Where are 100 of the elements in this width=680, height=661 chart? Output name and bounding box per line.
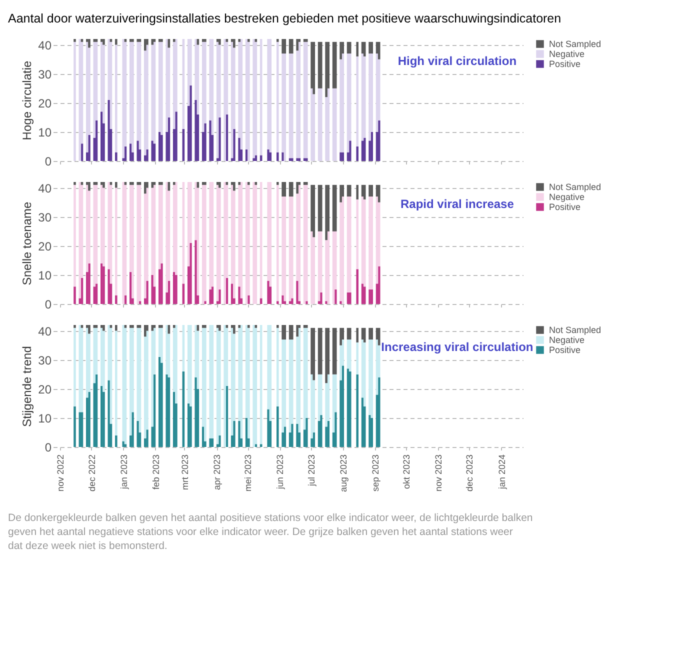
bar <box>88 325 90 334</box>
bar <box>204 123 206 161</box>
y-tick-label: 20 <box>38 239 52 254</box>
y-tick-label: 0 <box>44 298 52 312</box>
bar <box>378 377 380 447</box>
bar <box>378 266 380 304</box>
bar <box>370 196 374 290</box>
bar <box>325 42 328 98</box>
bar <box>378 184 380 202</box>
bar <box>216 42 219 158</box>
bar <box>348 371 352 447</box>
bar <box>340 328 342 346</box>
bar <box>160 182 163 185</box>
bar <box>204 182 206 185</box>
bar <box>102 325 105 331</box>
bar <box>340 42 342 60</box>
bar <box>204 328 206 442</box>
bar <box>166 39 168 132</box>
bar <box>325 184 328 240</box>
bar <box>74 184 76 287</box>
bar <box>356 199 359 270</box>
bar <box>218 182 221 188</box>
bar <box>115 152 118 161</box>
x-tick-label: apr 2023 <box>212 454 222 490</box>
bar <box>334 412 337 447</box>
x-tick-label: dec 2022 <box>86 454 97 492</box>
bar <box>74 39 76 42</box>
bar <box>187 182 190 266</box>
bar <box>378 120 380 161</box>
bar <box>151 39 154 45</box>
bar <box>224 39 226 161</box>
x-tick-label: nov 2022 <box>56 454 66 492</box>
bar <box>267 409 270 447</box>
bar <box>88 182 90 191</box>
annotation: Rapid viral increase <box>400 197 514 211</box>
bar <box>122 39 125 158</box>
bar <box>204 184 206 302</box>
bar <box>238 182 240 185</box>
bar <box>238 325 240 328</box>
bar <box>115 44 118 152</box>
bar <box>378 328 380 346</box>
bar <box>194 100 198 161</box>
bar <box>196 325 200 331</box>
bar <box>276 406 279 447</box>
bar <box>260 298 262 304</box>
bar <box>172 39 176 42</box>
bar <box>151 44 154 141</box>
bar <box>334 289 337 304</box>
bar <box>233 325 236 334</box>
bar <box>115 325 118 331</box>
x-tick-label: jun 2023 <box>275 454 286 490</box>
bar <box>151 140 154 161</box>
bar <box>296 39 298 51</box>
x-tick-label: mei 2023 <box>243 454 254 492</box>
bar <box>175 325 178 404</box>
bar <box>267 280 270 304</box>
y-tick-label: 10 <box>38 268 52 282</box>
bar <box>276 325 279 328</box>
bar <box>252 158 255 161</box>
legend-label: Not Sampled <box>549 39 602 49</box>
bar <box>115 435 118 447</box>
bar <box>204 325 206 328</box>
bar <box>160 134 163 161</box>
bar <box>233 420 236 447</box>
bar <box>312 42 316 94</box>
bar <box>363 328 366 342</box>
bar <box>356 374 359 447</box>
bar <box>209 289 212 304</box>
y-axis-title: Hoge circulatie <box>20 60 34 140</box>
bar <box>151 182 154 188</box>
legend-label: Positive <box>549 59 581 69</box>
y-tick-label: 40 <box>38 181 52 196</box>
bar <box>363 286 366 304</box>
bar <box>233 129 236 161</box>
bar <box>356 42 359 56</box>
bar <box>298 328 301 432</box>
bar <box>378 42 380 60</box>
bar <box>175 182 178 275</box>
bar <box>290 424 294 447</box>
bar <box>194 377 198 447</box>
bar <box>248 325 250 328</box>
bar <box>370 340 374 418</box>
bar <box>363 56 366 138</box>
bar <box>312 432 316 447</box>
bar <box>238 420 240 447</box>
bar <box>144 39 146 51</box>
bar <box>115 39 118 45</box>
bar <box>160 328 163 363</box>
y-tick-label: 10 <box>38 411 52 426</box>
bar <box>88 392 90 447</box>
bar <box>172 42 176 130</box>
x-tick-label: sep 2023 <box>370 454 380 492</box>
bar <box>151 274 154 304</box>
bar <box>267 39 270 150</box>
bar <box>248 42 250 161</box>
bar <box>290 196 294 298</box>
bar <box>136 140 140 161</box>
bar <box>348 140 352 161</box>
bar <box>305 418 308 447</box>
y-tick-label: 40 <box>38 38 52 52</box>
